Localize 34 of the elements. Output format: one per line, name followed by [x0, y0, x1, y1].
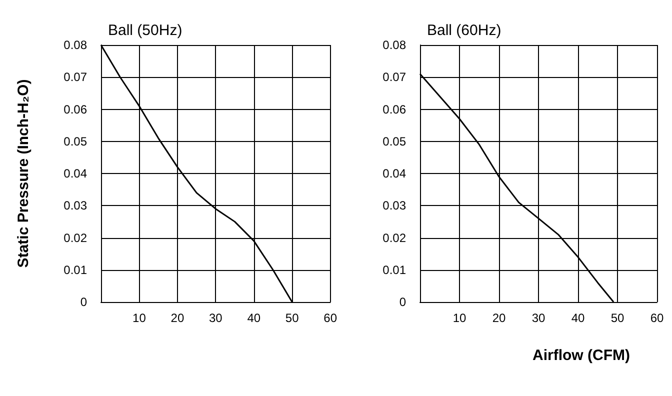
x-tick-label: 50 — [610, 311, 624, 325]
y-tick-label: 0.05 — [64, 134, 88, 148]
x-tick-label: 30 — [532, 311, 546, 325]
x-tick-label: 60 — [324, 311, 338, 325]
chart-title: Ball (50Hz) — [108, 22, 182, 39]
y-tick-label: 0.05 — [382, 134, 406, 148]
y-tick-label: 0.08 — [64, 38, 88, 52]
chart-title: Ball (60Hz) — [427, 22, 502, 39]
y-tick-label: 0.03 — [382, 198, 406, 213]
y-tick-label: 0.04 — [382, 166, 406, 180]
y-tick-label: 0.01 — [64, 262, 88, 277]
x-tick-label: 10 — [132, 311, 146, 325]
x-tick-label: 60 — [650, 311, 664, 325]
y-tick-label: 0.02 — [64, 230, 88, 245]
x-tick-label: 40 — [571, 311, 585, 325]
y-tick-label: 0.06 — [382, 102, 406, 116]
x-tick-label: 10 — [452, 311, 466, 325]
x-tick-label: 40 — [247, 311, 261, 325]
y-tick-label: 0.02 — [382, 230, 406, 245]
y-axis-title: Static Pressure (Inch-H₂O) — [15, 79, 32, 268]
x-tick-label: 50 — [285, 311, 300, 325]
y-tick-label: 0.03 — [64, 198, 88, 213]
x-tick-label: 20 — [170, 311, 184, 325]
y-tick-label: 0.06 — [64, 102, 88, 116]
x-tick-label: 20 — [492, 311, 506, 325]
y-tick-label: 0.01 — [382, 262, 406, 277]
y-tick-label: 0.07 — [64, 70, 88, 84]
y-tick-label: 0.07 — [382, 70, 406, 84]
x-tick-label: 30 — [208, 311, 223, 325]
x-axis-title: Airflow (CFM) — [532, 347, 630, 364]
y-tick-label: 0 — [399, 295, 406, 309]
y-tick-label: 0 — [80, 295, 88, 309]
y-tick-label: 0.04 — [64, 166, 88, 180]
y-tick-label: 0.08 — [382, 38, 406, 52]
